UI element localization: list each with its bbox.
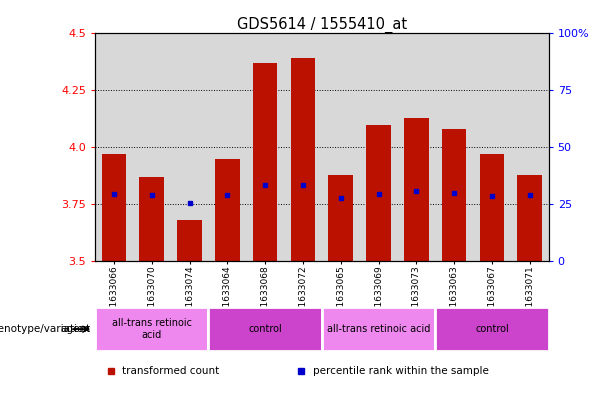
Bar — [322, 307, 549, 351]
Bar — [177, 220, 202, 261]
Text: control: control — [475, 324, 509, 334]
Bar — [95, 307, 322, 351]
Bar — [139, 177, 164, 261]
Bar — [360, 33, 397, 261]
Bar — [473, 33, 511, 261]
Bar — [246, 33, 284, 261]
Bar — [479, 154, 504, 261]
Title: GDS5614 / 1555410_at: GDS5614 / 1555410_at — [237, 17, 407, 33]
Bar — [102, 154, 126, 261]
Bar — [170, 33, 208, 261]
Bar — [329, 175, 353, 261]
Bar — [208, 307, 322, 351]
Bar — [291, 59, 315, 261]
Bar — [435, 307, 549, 351]
Text: all-trans retinoic
acid: all-trans retinoic acid — [112, 318, 192, 340]
Text: percentile rank within the sample: percentile rank within the sample — [313, 366, 489, 376]
Bar — [95, 307, 208, 351]
Text: agent: agent — [60, 324, 91, 334]
Text: all-trans retinoic acid: all-trans retinoic acid — [327, 324, 430, 334]
Text: EVI1 overexpression: EVI1 overexpression — [152, 324, 265, 334]
Bar — [511, 33, 549, 261]
Bar — [517, 175, 542, 261]
Bar — [322, 33, 360, 261]
Bar — [404, 118, 428, 261]
Text: genotype/variation: genotype/variation — [0, 324, 91, 334]
Bar — [284, 33, 322, 261]
Bar — [95, 33, 133, 261]
Bar — [435, 33, 473, 261]
Bar — [442, 129, 466, 261]
Bar — [208, 33, 246, 261]
Bar — [322, 307, 435, 351]
Bar — [366, 125, 391, 261]
Text: control: control — [416, 324, 455, 334]
Bar — [253, 63, 278, 261]
Bar — [133, 33, 170, 261]
Bar — [397, 33, 435, 261]
Text: control: control — [248, 324, 282, 334]
Text: transformed count: transformed count — [122, 366, 219, 376]
Bar — [215, 159, 240, 261]
